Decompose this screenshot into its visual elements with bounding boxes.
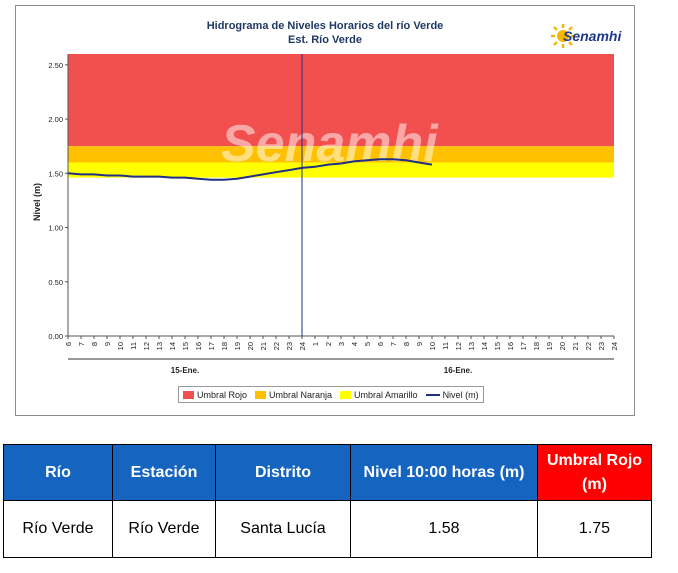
chart-legend: Umbral Rojo Umbral Naranja Umbral Amarillo… bbox=[178, 386, 484, 403]
legend-item: Umbral Rojo bbox=[183, 390, 247, 400]
y-tick-labels: 0.00 0.50 1.00 1.50 2.00 2.50 bbox=[48, 61, 68, 341]
x-tick-label: 22 bbox=[584, 342, 593, 350]
cell-nivel: 1.58 bbox=[350, 500, 538, 558]
x-tick-label: 17 bbox=[519, 342, 528, 350]
chart-subtitle: Est. Río Verde bbox=[288, 34, 362, 46]
day-label: 15-Ene. bbox=[171, 366, 199, 375]
x-tick-label: 16 bbox=[506, 342, 515, 350]
legend-label: Umbral Naranja bbox=[269, 389, 333, 400]
legend-label: Umbral Rojo bbox=[197, 389, 248, 400]
chart-axes bbox=[67, 54, 615, 339]
y-tick-label: 2.00 bbox=[48, 115, 63, 124]
legend-label: Nivel (m) bbox=[442, 389, 479, 400]
y-tick-label: 1.00 bbox=[48, 224, 63, 233]
x-tick-labels: 6 7 8 9 10 11 12 13 14 15 16 17 18 19 20 21 22 23 24 1 2 3 4 5 6… bbox=[64, 342, 619, 350]
x-tick-label: 8 bbox=[90, 342, 99, 346]
x-tick-label: 21 bbox=[571, 342, 580, 350]
x-tick-label: 12 bbox=[142, 342, 151, 350]
x-tick-label: 15 bbox=[181, 342, 190, 350]
x-tick-label: 21 bbox=[259, 342, 268, 350]
x-tick-label: 13 bbox=[155, 342, 164, 350]
series-line-nivel bbox=[67, 158, 433, 181]
header-nivel: Nivel 10:00 horas (m) bbox=[350, 444, 538, 501]
cell-estacion: Río Verde bbox=[112, 500, 216, 558]
x-tick-label: 6 bbox=[376, 342, 385, 346]
table-header-row: Río Estación Distrito Nivel 10:00 horas … bbox=[3, 444, 652, 501]
legend-color-swatch bbox=[340, 390, 352, 399]
x-tick-label: 14 bbox=[168, 342, 177, 350]
cell-umbral-rojo: 1.75 bbox=[537, 500, 652, 558]
chart-title-block: Hidrograma de Niveles Horarios del río V… bbox=[16, 19, 634, 47]
y-tick-label: 1.50 bbox=[48, 169, 63, 178]
sun-icon bbox=[551, 24, 575, 48]
x-tick-label: 10 bbox=[116, 342, 125, 350]
station-table: Río Estación Distrito Nivel 10:00 horas … bbox=[3, 444, 652, 558]
band-umbral-naranja bbox=[68, 146, 614, 163]
x-tick-label: 11 bbox=[441, 342, 450, 350]
legend-line-swatch bbox=[425, 393, 440, 396]
band-umbral-amarillo bbox=[68, 162, 614, 178]
x-tick-label: 22 bbox=[272, 342, 281, 350]
y-tick-label: 0.00 bbox=[48, 332, 63, 341]
x-tick-label: 18 bbox=[532, 342, 541, 350]
x-tick-label: 14 bbox=[480, 342, 489, 350]
x-tick-label: 10 bbox=[428, 342, 437, 350]
watermark-text: Senamhi bbox=[221, 115, 439, 173]
chart-svg: Senamhi 6 7 8 9 10 11 12 13 14 15 16 17 18 19 20 21 22 23… bbox=[32, 54, 619, 375]
logo-text: Senamhi bbox=[563, 28, 622, 44]
x-tick-label: 11 bbox=[129, 342, 138, 350]
legend-item: Umbral Amarillo bbox=[340, 390, 418, 400]
x-tick-label: 9 bbox=[103, 342, 112, 346]
x-tick-label: 20 bbox=[246, 342, 255, 350]
legend-label: Umbral Amarillo bbox=[354, 389, 418, 400]
x-tick-label: 2 bbox=[324, 342, 333, 346]
chart-title: Hidrograma de Niveles Horarios del río V… bbox=[206, 20, 444, 32]
header-rio: Río bbox=[3, 444, 113, 501]
legend-color-swatch bbox=[255, 390, 267, 399]
x-tick-label: 20 bbox=[558, 342, 567, 350]
x-tick-label: 23 bbox=[597, 342, 606, 350]
x-tick-label: 4 bbox=[350, 342, 359, 346]
x-tick-label: 13 bbox=[467, 342, 476, 350]
x-tick-label: 15 bbox=[493, 342, 502, 350]
y-tick-label: 2.50 bbox=[48, 61, 63, 70]
y-tick-label: 0.50 bbox=[48, 278, 63, 287]
x-tick-label: 12 bbox=[454, 342, 463, 350]
chart-frame: Hidrograma de Niveles Horarios del río V… bbox=[15, 5, 635, 416]
x-tick-label: 18 bbox=[220, 342, 229, 350]
x-tick-label: 19 bbox=[545, 342, 554, 350]
x-tick-label: 24 bbox=[610, 342, 619, 350]
x-tick-label: 5 bbox=[363, 342, 372, 346]
x-tick-label: 19 bbox=[233, 342, 242, 350]
header-umbral-rojo: Umbral Rojo (m) bbox=[537, 444, 652, 501]
x-tick-label: 6 bbox=[64, 342, 73, 346]
table-row: Río Verde Río Verde Santa Lucía 1.58 1.7… bbox=[3, 500, 652, 558]
x-tick-label: 9 bbox=[415, 342, 424, 346]
x-tick-label: 23 bbox=[285, 342, 294, 350]
header-distrito: Distrito bbox=[215, 444, 351, 501]
x-tick-label: 24 bbox=[298, 342, 307, 350]
cell-rio: Río Verde bbox=[3, 500, 113, 558]
x-tick-label: 3 bbox=[337, 342, 346, 346]
x-tick-label: 7 bbox=[77, 342, 86, 346]
senamhi-logo: Senamhi bbox=[551, 20, 621, 54]
header-estacion: Estación bbox=[112, 444, 216, 501]
threshold-bands bbox=[68, 54, 614, 178]
band-umbral-rojo bbox=[68, 54, 614, 147]
x-tick-label: 1 bbox=[311, 342, 320, 346]
legend-item: Nivel (m) bbox=[425, 389, 479, 400]
x-tick-label: 17 bbox=[207, 342, 216, 350]
y-axis-label: Nivel (m) bbox=[32, 183, 42, 221]
x-tick-label: 8 bbox=[402, 342, 411, 346]
legend-item: Umbral Naranja bbox=[255, 390, 332, 400]
cell-distrito: Santa Lucía bbox=[215, 500, 351, 558]
x-tick-label: 16 bbox=[194, 342, 203, 350]
day-label: 16-Ene. bbox=[444, 366, 472, 375]
x-tick-label: 7 bbox=[389, 342, 398, 346]
legend-color-swatch bbox=[183, 390, 194, 399]
day-labels: 15-Ene. 16-Ene. bbox=[68, 358, 614, 375]
